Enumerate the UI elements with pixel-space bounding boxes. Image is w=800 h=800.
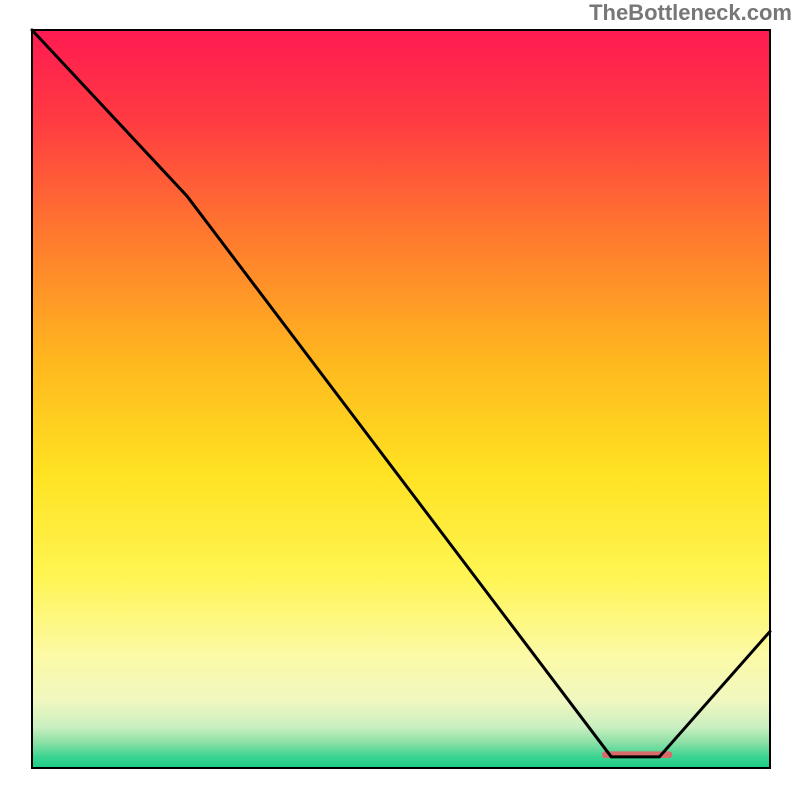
bottleneck-chart — [0, 0, 800, 800]
chart-background-gradient — [32, 30, 770, 768]
watermark-text: TheBottleneck.com — [589, 0, 792, 26]
